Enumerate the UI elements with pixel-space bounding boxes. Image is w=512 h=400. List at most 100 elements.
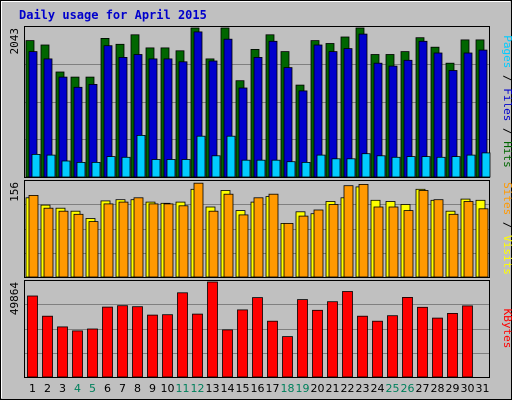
bar-kbytes-day-6 — [102, 306, 113, 378]
bar-kbytes-day-26 — [402, 296, 413, 378]
bar-sites-day-21 — [328, 204, 339, 278]
day-label-24: 24 — [371, 382, 385, 395]
bar-files-day-17 — [268, 40, 278, 178]
day-label-28: 28 — [431, 382, 445, 395]
bar-sites-day-18 — [283, 222, 294, 278]
series-label-files: Files — [501, 88, 512, 121]
bar-sites-day-4 — [73, 213, 84, 278]
bar-kbytes-day-14 — [222, 329, 233, 378]
bar-kbytes-day-20 — [312, 309, 323, 378]
day-label-16: 16 — [251, 382, 265, 395]
bar-sites-day-29 — [448, 213, 459, 278]
bar-sites-day-15 — [238, 214, 249, 278]
bar-kbytes-day-8 — [132, 306, 143, 378]
panel-series-labels: Sites / Visits — [501, 182, 512, 275]
day-label-25: 25 — [386, 382, 400, 395]
series-label-pages: Pages — [501, 35, 512, 68]
bar-pages-day-17 — [271, 159, 281, 178]
bar-pages-day-11 — [181, 159, 191, 178]
panel-series-labels: KBytes — [501, 309, 512, 349]
bar-sites-day-19 — [298, 215, 309, 278]
bar-kbytes-day-23 — [357, 315, 368, 378]
bar-pages-day-10 — [166, 159, 176, 178]
bar-kbytes-day-16 — [252, 297, 263, 378]
bar-pages-day-8 — [136, 134, 146, 178]
bar-pages-day-28 — [436, 156, 446, 178]
bar-pages-day-1 — [31, 153, 41, 178]
bar-sites-day-14 — [223, 193, 234, 278]
day-label-4: 4 — [74, 382, 81, 395]
day-label-27: 27 — [416, 382, 430, 395]
bar-pages-day-27 — [421, 156, 431, 178]
bar-kbytes-day-13 — [207, 281, 218, 378]
day-label-2: 2 — [44, 382, 51, 395]
bar-sites-day-5 — [88, 221, 99, 278]
bar-pages-day-14 — [226, 135, 236, 178]
bar-pages-day-29 — [451, 156, 461, 178]
bar-kbytes-day-27 — [417, 306, 428, 378]
bar-pages-day-2 — [46, 154, 56, 178]
bar-sites-day-3 — [58, 210, 69, 278]
bar-kbytes-day-21 — [327, 301, 338, 378]
series-label-visits: Visits — [501, 235, 512, 275]
day-label-21: 21 — [326, 382, 340, 395]
day-label-5: 5 — [89, 382, 96, 395]
bar-kbytes-day-12 — [192, 313, 203, 378]
bar-pages-day-19 — [301, 161, 311, 178]
bar-sites-day-16 — [253, 197, 264, 278]
bar-sites-day-11 — [178, 205, 189, 278]
bar-kbytes-day-10 — [162, 314, 173, 378]
bar-sites-day-22 — [343, 185, 354, 278]
bar-pages-day-9 — [151, 159, 161, 178]
bar-pages-day-18 — [286, 161, 296, 178]
bar-sites-day-28 — [433, 199, 444, 278]
day-label-11: 11 — [176, 382, 190, 395]
bar-pages-day-23 — [361, 153, 371, 178]
bar-sites-day-13 — [208, 210, 219, 278]
bar-sites-day-7 — [118, 201, 129, 278]
bar-sites-day-1 — [28, 194, 39, 278]
bar-files-day-22 — [343, 48, 353, 178]
bar-kbytes-day-3 — [57, 326, 68, 378]
bar-pages-day-15 — [241, 159, 251, 178]
day-label-20: 20 — [311, 382, 325, 395]
bar-pages-day-30 — [466, 154, 476, 178]
day-label-22: 22 — [341, 382, 355, 395]
bar-pages-day-21 — [331, 158, 341, 178]
bar-sites-day-6 — [103, 203, 114, 278]
series-label-kbytes: KBytes — [501, 309, 512, 349]
bar-sites-day-24 — [373, 206, 384, 278]
bar-pages-day-6 — [106, 156, 116, 178]
bar-sites-day-25 — [388, 206, 399, 278]
day-axis: 1 2 3 4 5 6 7 8 9 10 11 12 13 14 15 16 17 18 19 20 21 22 23 24 2… — [29, 382, 490, 395]
series-label-sites: Sites — [501, 182, 512, 215]
label-separator: / — [501, 121, 512, 141]
day-label-10: 10 — [161, 382, 175, 395]
bar-files-day-21 — [328, 51, 338, 178]
bar-pages-day-20 — [316, 154, 326, 178]
day-label-3: 3 — [59, 382, 66, 395]
panel-series-labels: Pages / Files / Hits — [501, 35, 512, 168]
day-label-9: 9 — [149, 382, 156, 395]
bar-sites-day-12 — [193, 182, 204, 278]
day-label-19: 19 — [296, 382, 310, 395]
day-label-8: 8 — [134, 382, 141, 395]
day-label-30: 30 — [461, 382, 475, 395]
bar-files-day-18 — [283, 67, 293, 178]
day-label-23: 23 — [356, 382, 370, 395]
day-label-15: 15 — [236, 382, 250, 395]
bar-pages-day-16 — [256, 159, 266, 178]
panel-visits-sites: 156 Sites / Visits — [8, 180, 512, 278]
day-label-13: 13 — [206, 382, 220, 395]
day-label-12: 12 — [191, 382, 205, 395]
day-label-6: 6 — [104, 382, 111, 395]
chart-title: Daily usage for April 2015 — [19, 8, 207, 22]
panel-max-label: 2043 — [8, 28, 21, 55]
bar-kbytes-day-15 — [237, 309, 248, 378]
bar-kbytes-day-24 — [372, 320, 383, 378]
bar-pages-day-13 — [211, 155, 221, 178]
bar-pages-day-5 — [91, 161, 101, 178]
bar-pages-day-25 — [391, 156, 401, 178]
panel-max-label: 156 — [8, 182, 21, 202]
bar-sites-day-26 — [403, 210, 414, 278]
